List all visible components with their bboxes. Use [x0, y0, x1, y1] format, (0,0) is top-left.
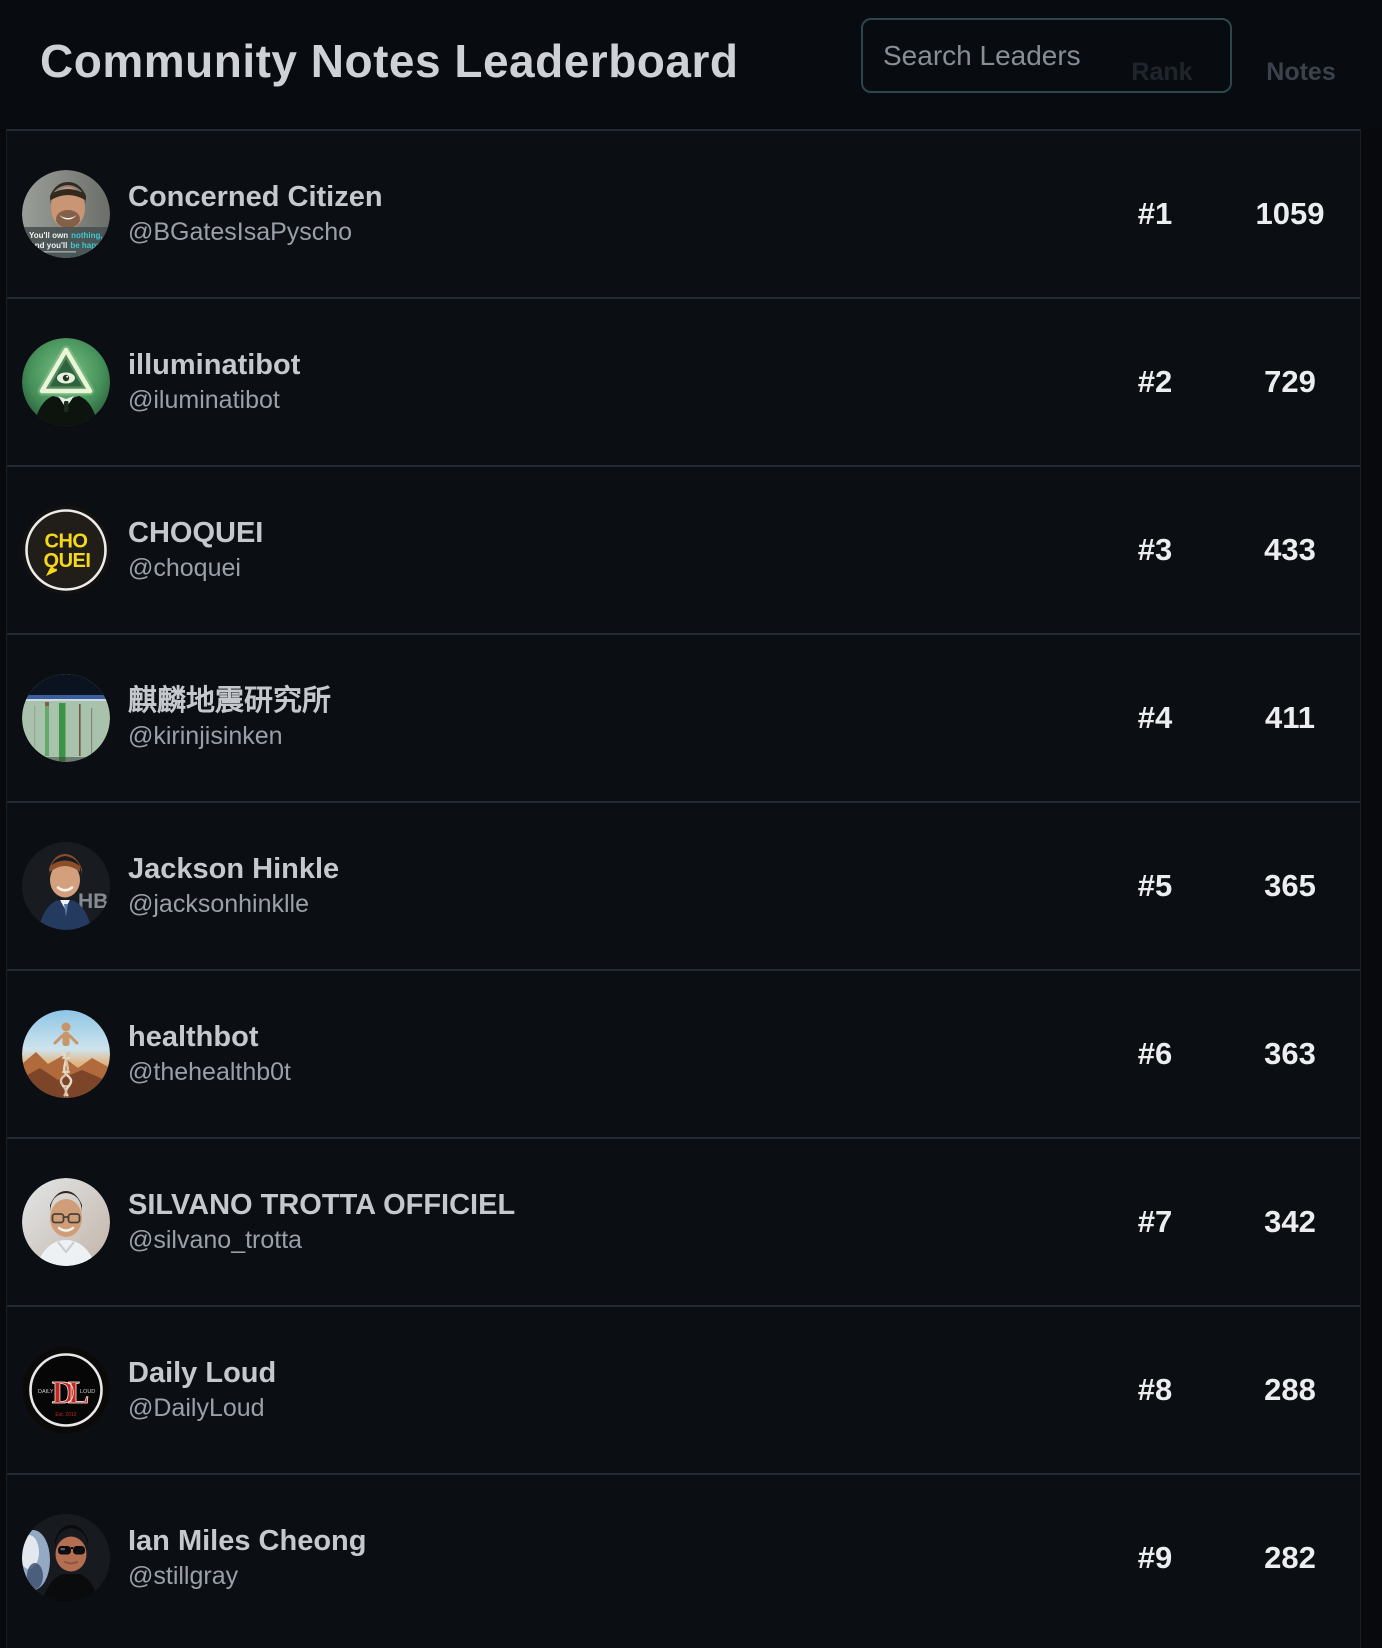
leaderboard-row[interactable]: HB Jackson Hinkle @jacksonhinklle #5 365	[7, 801, 1360, 969]
concerned-citizen-avatar-image: You'll own nothing, And you'll be happy	[22, 170, 110, 258]
leader-handle: @kirinjisinken	[128, 722, 283, 751]
choquei-avatar-image: CHO QUEI	[22, 506, 110, 594]
concerned-citizen-avatar: You'll own nothing, And you'll be happy	[22, 170, 110, 258]
leader-name: SILVANO TROTTA OFFICIEL	[128, 1188, 516, 1221]
leader-identity: illuminatibot @iluminatibot	[128, 349, 1090, 415]
illuminatibot-avatar-image	[22, 338, 110, 426]
leader-handle: @BGatesIsaPyscho	[128, 218, 353, 247]
kirin-seismograph-avatar-image	[22, 674, 110, 762]
leader-identity: Concerned Citizen @BGatesIsaPyscho	[128, 181, 1090, 247]
kirin-seismograph-avatar	[22, 674, 110, 762]
leader-rank: #6	[1137, 1036, 1173, 1071]
daily-loud-avatar: DL DAILY LOUD Est. 2012	[22, 1346, 110, 1434]
jackson-hinkle-avatar: HB	[22, 842, 110, 930]
leader-handle: @thehealthb0t	[128, 1058, 292, 1087]
leader-rank: #5	[1137, 868, 1173, 903]
leader-name: Jackson Hinkle	[128, 852, 340, 885]
search-input[interactable]	[861, 18, 1232, 93]
leader-notes: 729	[1264, 364, 1316, 399]
choquei-logo-text: CHO	[45, 531, 88, 553]
avatar-overlay-text: be happy	[70, 241, 106, 250]
illuminatibot-avatar	[22, 338, 110, 426]
daily-loud-word: LOUD	[80, 1389, 95, 1395]
choquei-logo-text: QUEI	[44, 550, 91, 572]
leader-name: healthbot	[128, 1020, 259, 1053]
leader-handle: @silvano_trotta	[128, 1226, 303, 1255]
leaderboard-row[interactable]: healthbot @thehealthb0t #6 363	[7, 969, 1360, 1137]
leader-notes: 1059	[1255, 196, 1325, 231]
leader-name: Ian Miles Cheong	[128, 1524, 367, 1557]
ian-miles-cheong-avatar-image	[22, 1514, 110, 1602]
daily-loud-avatar-image: DL DAILY LOUD Est. 2012	[22, 1346, 110, 1434]
avatar-overlay-text: nothing,	[71, 231, 103, 240]
background-logo-text: HB	[78, 890, 108, 913]
choquei-avatar: CHO QUEI	[22, 506, 110, 594]
leader-identity: Ian Miles Cheong @stillgray	[128, 1525, 1090, 1591]
leader-rank: #8	[1137, 1372, 1173, 1407]
leader-rank: #2	[1137, 364, 1173, 399]
leader-name: 麒麟地震研究所	[128, 684, 332, 717]
page-header: Community Notes Leaderboard Rank Notes	[0, 0, 1382, 129]
leader-identity: Daily Loud @DailyLoud	[128, 1357, 1090, 1423]
silvano-trotta-avatar	[22, 1178, 110, 1266]
leader-handle: @iluminatibot	[128, 386, 280, 415]
leaderboard-row[interactable]: You'll own nothing, And you'll be happy Co…	[7, 129, 1360, 297]
leader-identity: Jackson Hinkle @jacksonhinklle	[128, 853, 1090, 919]
avatar-overlay-text: And you'll	[29, 241, 67, 250]
silvano-trotta-avatar-image	[22, 1178, 110, 1266]
leader-handle: @DailyLoud	[128, 1394, 265, 1423]
healthbot-avatar-image	[22, 1010, 110, 1098]
avatar-overlay-text: You'll own	[29, 231, 68, 240]
leader-name: illuminatibot	[128, 348, 301, 381]
column-header-notes: Notes	[1266, 58, 1336, 86]
leader-name: Daily Loud	[128, 1356, 277, 1389]
jackson-hinkle-avatar-image: HB	[22, 842, 110, 930]
daily-loud-est: Est. 2012	[55, 1412, 76, 1418]
leader-notes: 363	[1264, 1036, 1316, 1071]
leader-rank: #9	[1137, 1540, 1173, 1575]
leader-rank: #1	[1137, 196, 1173, 231]
daily-loud-word: DAILY	[38, 1389, 54, 1395]
leaderboard-row[interactable]: DL DAILY LOUD Est. 2012 Daily Loud @Dail…	[7, 1305, 1360, 1473]
leader-name: CHOQUEI	[128, 516, 264, 549]
leader-notes: 342	[1264, 1204, 1316, 1239]
leader-notes: 282	[1264, 1540, 1316, 1575]
leaderboard-row[interactable]: CHO QUEI CHOQUEI @choquei #3 433	[7, 465, 1360, 633]
leaderboard-row[interactable]: SILVANO TROTTA OFFICIEL @silvano_trotta …	[7, 1137, 1360, 1305]
leader-identity: CHOQUEI @choquei	[128, 517, 1090, 583]
leader-identity: SILVANO TROTTA OFFICIEL @silvano_trotta	[128, 1189, 1090, 1255]
leader-identity: 麒麟地震研究所 @kirinjisinken	[128, 685, 1090, 751]
healthbot-avatar	[22, 1010, 110, 1098]
ian-miles-cheong-avatar	[22, 1514, 110, 1602]
leaderboard-row[interactable]: Ian Miles Cheong @stillgray #9 282	[7, 1473, 1360, 1641]
leaderboard-row[interactable]: 麒麟地震研究所 @kirinjisinken #4 411	[7, 633, 1360, 801]
leader-handle: @stillgray	[128, 1562, 239, 1591]
leader-rank: #7	[1137, 1204, 1173, 1239]
page-title: Community Notes Leaderboard	[40, 35, 739, 87]
leader-identity: healthbot @thehealthb0t	[128, 1021, 1090, 1087]
leaderboard-list: You'll own nothing, And you'll be happy Co…	[6, 129, 1361, 1648]
leader-handle: @choquei	[128, 554, 241, 583]
leader-notes: 411	[1264, 700, 1315, 735]
leaderboard-row[interactable]: illuminatibot @iluminatibot #2 729	[7, 297, 1360, 465]
leader-rank: #3	[1137, 532, 1173, 567]
leader-name: Concerned Citizen	[128, 180, 383, 213]
leader-notes: 433	[1264, 532, 1316, 567]
leader-notes: 365	[1264, 868, 1316, 903]
leader-handle: @jacksonhinklle	[128, 890, 310, 919]
leader-notes: 288	[1264, 1372, 1316, 1407]
leader-rank: #4	[1137, 700, 1173, 735]
